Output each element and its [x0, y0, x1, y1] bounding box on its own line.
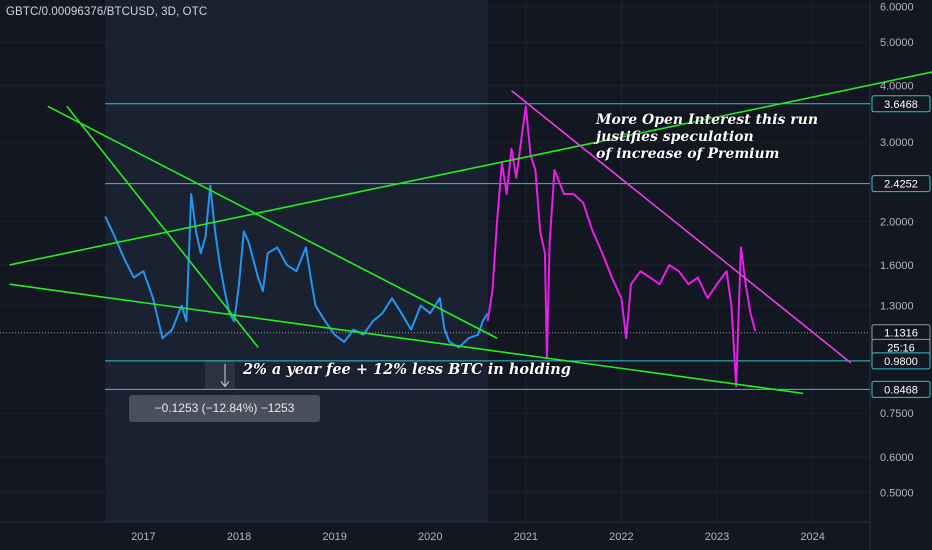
price-axis-label: 0.8468	[884, 384, 918, 396]
open-interest-line-3: of increase of Premium	[596, 146, 780, 162]
price-axis-label: 1.1316	[884, 328, 918, 340]
green-trendline	[47, 105, 498, 339]
price-axis-label: 0.9800	[884, 356, 918, 368]
y-tick-label: 3.0000	[880, 137, 914, 149]
open-interest-line-1: More Open Interest this run	[596, 112, 818, 128]
y-tick-label: 5.0000	[880, 37, 914, 49]
x-tick-label: 2023	[705, 531, 729, 543]
range-shade	[105, 0, 488, 522]
x-tick-label: 2020	[418, 531, 442, 543]
measure-arrow-head	[220, 381, 230, 388]
open-interest-note: More Open Interest this run justifies sp…	[596, 112, 818, 163]
y-tick-label: 0.5000	[880, 487, 914, 499]
x-tick-label: 2021	[514, 531, 538, 543]
y-tick-label: 4.0000	[880, 81, 914, 93]
x-tick-label: 2022	[609, 531, 633, 543]
price-axis-label: 2.4252	[884, 179, 918, 191]
y-tick-label: 1.3000	[880, 301, 914, 313]
green-trendline	[9, 283, 804, 395]
magenta-price-series	[486, 105, 757, 388]
price-axis-label: 25:16	[887, 342, 915, 354]
green-trendline	[66, 105, 259, 348]
blue-price-series	[104, 184, 489, 349]
magenta-trendline	[510, 90, 852, 364]
y-tick-label: 2.0000	[880, 216, 914, 228]
y-tick-label: 1.6000	[880, 260, 914, 272]
symbol-title: GBTC/0.00096376/BTCUSD, 3D, OTC	[6, 6, 208, 18]
measure-readout: −0.1253 (−12.84%) −1253	[129, 395, 320, 422]
y-tick-label: 6.0000	[880, 1, 914, 13]
x-tick-label: 2018	[227, 531, 251, 543]
y-tick-label: 0.6000	[880, 452, 914, 464]
x-tick-label: 2024	[800, 531, 824, 543]
price-axis-label-box	[871, 380, 931, 398]
x-tick-label: 2019	[322, 531, 346, 543]
price-axis-label-box	[871, 352, 931, 370]
open-interest-line-2: justifies speculation	[596, 129, 754, 145]
fee-note: 2% a year fee + 12% less BTC in holding	[243, 361, 571, 378]
price-axis-label-box	[871, 175, 931, 193]
price-axis-label-box	[871, 95, 931, 113]
price-axis-label: 3.6468	[884, 99, 918, 111]
x-tick-label: 2017	[131, 531, 155, 543]
y-tick-label: 0.7500	[880, 408, 914, 420]
measure-range-box	[205, 360, 235, 390]
